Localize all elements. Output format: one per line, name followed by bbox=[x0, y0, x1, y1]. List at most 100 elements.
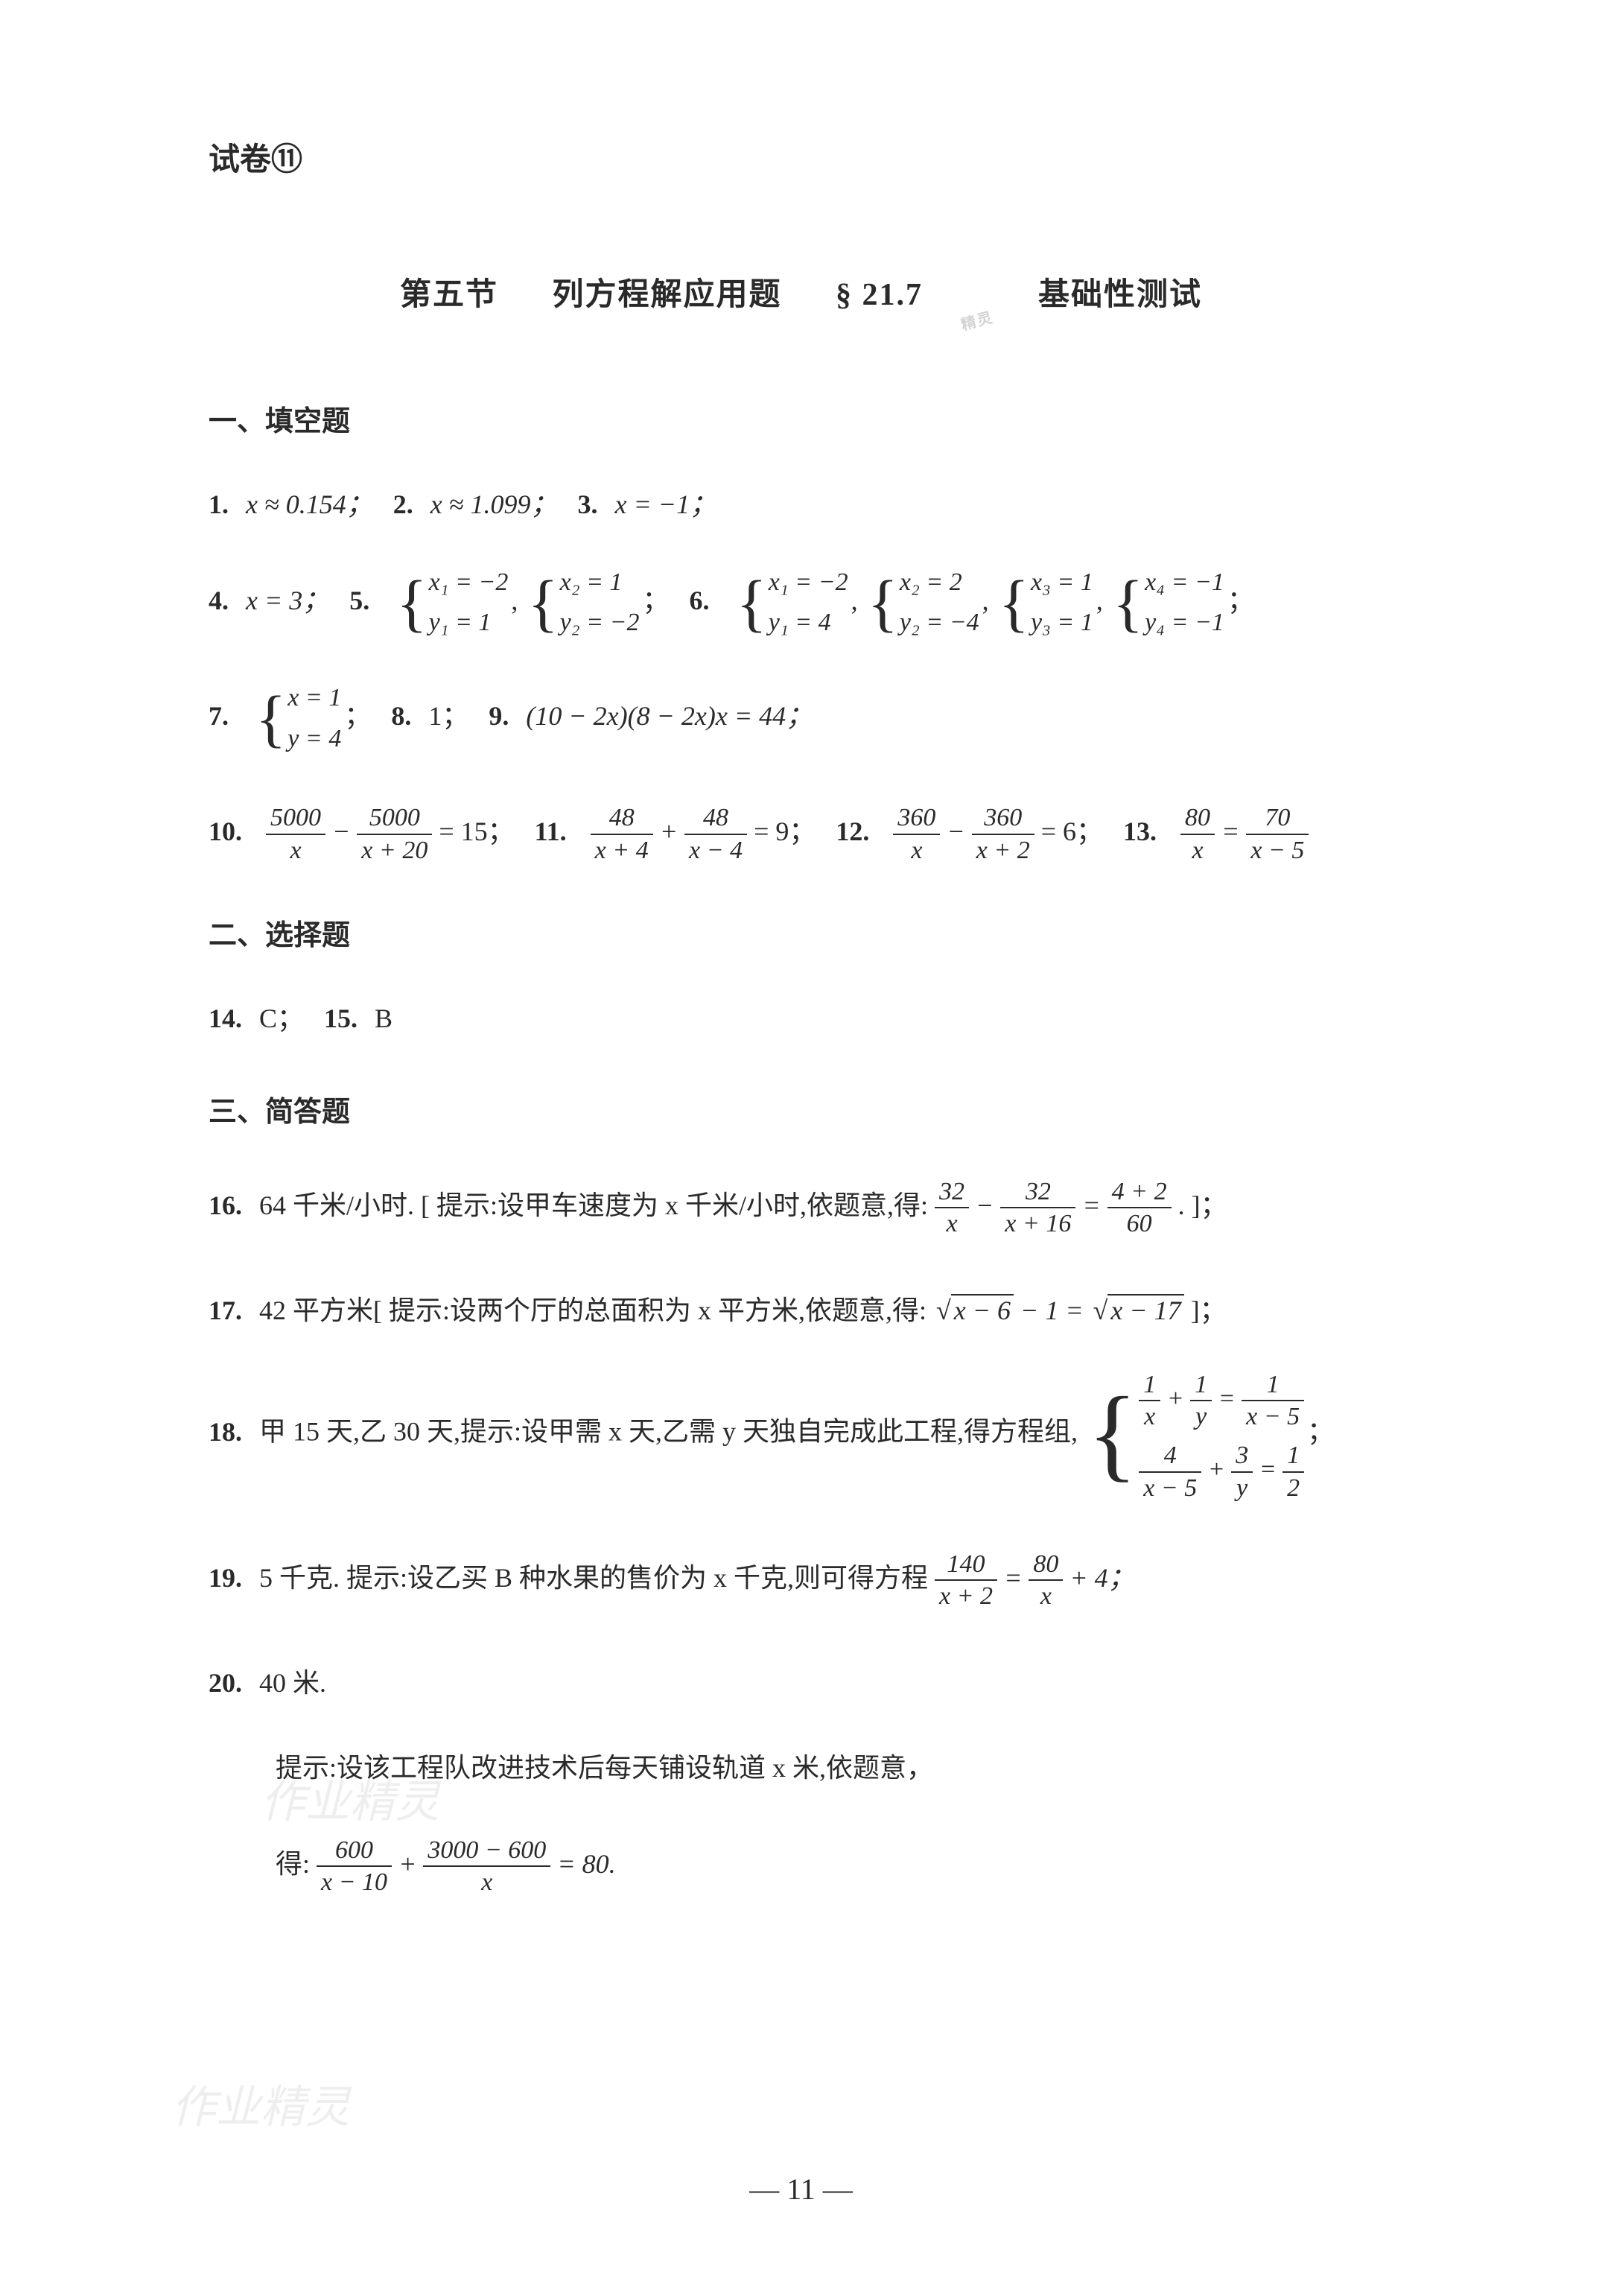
frac-bot: y bbox=[1190, 1401, 1212, 1430]
frac-bot: x bbox=[266, 835, 325, 864]
answer-text: 40 米. bbox=[259, 1668, 326, 1698]
title-type: 基础性测试 bbox=[1038, 269, 1202, 314]
frac-bot: x − 5 bbox=[1246, 835, 1309, 864]
q-num: 14. bbox=[209, 1003, 242, 1033]
watermark-icon: 作业精灵 bbox=[171, 2071, 350, 2136]
q-num: 12. bbox=[836, 816, 869, 846]
answer-20-hint: 提示:设该工程队改进技术后每天铺设轨道 x 米,依题意， bbox=[276, 1736, 1393, 1800]
answer-5-g2: { x₂ = 1 y₂ = −2 bbox=[527, 562, 639, 644]
eq-line: x₁ = −2 bbox=[429, 562, 509, 603]
eq-line: y₂ = −2 bbox=[560, 603, 640, 643]
q-num: 11. bbox=[535, 816, 567, 846]
frac-bot: x bbox=[1180, 835, 1215, 864]
answer-8: 1； bbox=[428, 701, 468, 731]
answer-text: 甲 15 天,乙 30 天,提示:设甲需 x 天,乙需 y 天独自完成此工程,得… bbox=[259, 1417, 1078, 1447]
eq-tail: = 6； bbox=[1041, 816, 1103, 846]
answer-18-system: { 1x + 1y = 1x − 5 4x − 5 + 3y = 12 bbox=[1087, 1363, 1304, 1505]
answer-row-7-9: 7. { x = 1 y = 4 ； 8. 1； 9. (10 − 2x)(8 … bbox=[209, 673, 1393, 759]
eq-line: 4x − 5 + 3y = 12 bbox=[1139, 1434, 1304, 1505]
answer-row-10-13: 10. 5000x − 5000x + 20 = 15； 11. 48x + 4… bbox=[209, 789, 1393, 875]
frac-bot: 60 bbox=[1107, 1208, 1172, 1237]
frac-top: 1 bbox=[1190, 1371, 1212, 1401]
eq-mid: − 1 = bbox=[1020, 1296, 1084, 1325]
eq-line: y₂ = −4 bbox=[900, 603, 979, 643]
frac-top: 360 bbox=[972, 804, 1034, 834]
frac-top: 140 bbox=[935, 1550, 997, 1581]
section-1-header: 一、填空题 bbox=[209, 398, 1393, 439]
frac-bot: x − 10 bbox=[317, 1867, 392, 1896]
q-num: 8. bbox=[391, 701, 411, 731]
answer-20-eq: 得: 600x − 10 + 3000 − 600x = 80. bbox=[276, 1821, 1393, 1907]
frac-top: 4 + 2 bbox=[1107, 1178, 1172, 1208]
frac-bot: x + 4 bbox=[591, 835, 653, 864]
answer-20: 20. 40 米. bbox=[209, 1651, 1393, 1715]
frac-top: 48 bbox=[684, 804, 747, 834]
title-section: 第五节 bbox=[400, 269, 498, 314]
frac-top: 360 bbox=[893, 804, 940, 834]
eq-line: x₁ = −2 bbox=[769, 562, 848, 603]
q-num: 18. bbox=[209, 1417, 242, 1447]
eq-line: y₁ = 4 bbox=[769, 603, 848, 643]
frac-top: 48 bbox=[591, 804, 653, 834]
q-num: 13. bbox=[1123, 816, 1157, 846]
q-num: 15. bbox=[324, 1003, 357, 1033]
eq-tail: ； bbox=[1307, 1417, 1334, 1447]
eq-pre: 得: bbox=[276, 1849, 310, 1879]
eq-tail: = 15； bbox=[439, 816, 514, 846]
frac-bot: x − 5 bbox=[1242, 1401, 1304, 1430]
section-3-header: 三、简答题 bbox=[209, 1088, 1393, 1129]
frac-bot: x + 20 bbox=[357, 835, 432, 864]
q-num: 16. bbox=[209, 1190, 242, 1220]
answer-1: x ≈ 0.154； bbox=[246, 489, 373, 519]
q-num: 10. bbox=[209, 816, 242, 846]
frac-top: 32 bbox=[935, 1178, 969, 1208]
q-num: 1. bbox=[209, 489, 229, 519]
eq-tail: . ]； bbox=[1178, 1190, 1227, 1220]
hint-text: 提示:设该工程队改进技术后每天铺设轨道 x 米,依题意， bbox=[276, 1753, 933, 1783]
frac-bot: x − 4 bbox=[684, 835, 747, 864]
answer-9: (10 − 2x)(8 − 2x)x = 44； bbox=[526, 701, 813, 731]
page-title: 第五节 列方程解应用题 § 21.7 精灵 基础性测试 bbox=[209, 269, 1393, 323]
frac-bot: x bbox=[1029, 1581, 1063, 1610]
q-num: 7. bbox=[209, 701, 229, 731]
answer-7: { x = 1 y = 4 bbox=[255, 678, 341, 759]
answer-16: 16. 64 千米/小时. [ 提示:设甲车速度为 x 千米/小时,依题意,得:… bbox=[209, 1163, 1393, 1249]
frac-top: 5000 bbox=[357, 804, 432, 834]
stamp-icon: 精灵 bbox=[949, 302, 1013, 367]
frac-top: 32 bbox=[1000, 1178, 1075, 1208]
answer-text: 42 平方米[ 提示:设两个厅的总面积为 x 平方米,依题意,得: bbox=[259, 1296, 926, 1325]
frac-top: 80 bbox=[1029, 1550, 1063, 1581]
answer-6-g4: { x₄ = −1 y₄ = −1 bbox=[1113, 562, 1224, 644]
frac-bot: y bbox=[1231, 1473, 1253, 1502]
frac-top: 3000 − 600 bbox=[423, 1836, 550, 1867]
eq-line: x₃ = 1 bbox=[1031, 562, 1093, 603]
frac-bot: x + 2 bbox=[935, 1581, 997, 1610]
answer-row-4-6: 4. x = 3； 5. { x₁ = −2 y₁ = 1 , { x₂ = 1… bbox=[209, 558, 1393, 644]
answer-3: x = −1； bbox=[615, 489, 717, 519]
frac-bot: x + 16 bbox=[1000, 1208, 1075, 1237]
frac-bot: x + 2 bbox=[972, 835, 1034, 864]
title-topic: 列方程解应用题 bbox=[552, 269, 781, 314]
frac-top: 80 bbox=[1180, 804, 1215, 834]
section-2-header: 二、选择题 bbox=[209, 912, 1393, 953]
answer-row-1-3: 1. x ≈ 0.154； 2. x ≈ 1.099； 3. x = −1； bbox=[209, 472, 1393, 536]
frac-top: 3 bbox=[1231, 1442, 1253, 1472]
q-num: 19. bbox=[209, 1563, 242, 1593]
paper-label: 试卷⑪ bbox=[209, 134, 1393, 180]
q-num: 3. bbox=[578, 489, 598, 519]
answer-text: 64 千米/小时. [ 提示:设甲车速度为 x 千米/小时,依题意,得: bbox=[259, 1190, 928, 1220]
q-num: 20. bbox=[209, 1668, 242, 1698]
answer-text: 5 千克. 提示:设乙买 B 种水果的售价为 x 千克,则可得方程 bbox=[259, 1563, 928, 1593]
answer-14: C； bbox=[259, 1003, 304, 1033]
answer-19: 19. 5 千克. 提示:设乙买 B 种水果的售价为 x 千克,则可得方程 14… bbox=[209, 1535, 1393, 1621]
eq-tail: ]； bbox=[1191, 1296, 1227, 1325]
q-num: 6. bbox=[689, 586, 709, 615]
frac-bot: x bbox=[423, 1867, 550, 1896]
frac-bot: 2 bbox=[1282, 1473, 1304, 1502]
page-number: — 11 — bbox=[0, 2172, 1602, 2207]
answer-15: B bbox=[375, 1003, 392, 1033]
eq-line: y₁ = 1 bbox=[429, 603, 509, 643]
answer-2: x ≈ 1.099； bbox=[430, 489, 558, 519]
answer-6-g1: { x₁ = −2 y₁ = 4 bbox=[736, 562, 848, 644]
title-chapter: § 21.7 bbox=[836, 277, 923, 313]
